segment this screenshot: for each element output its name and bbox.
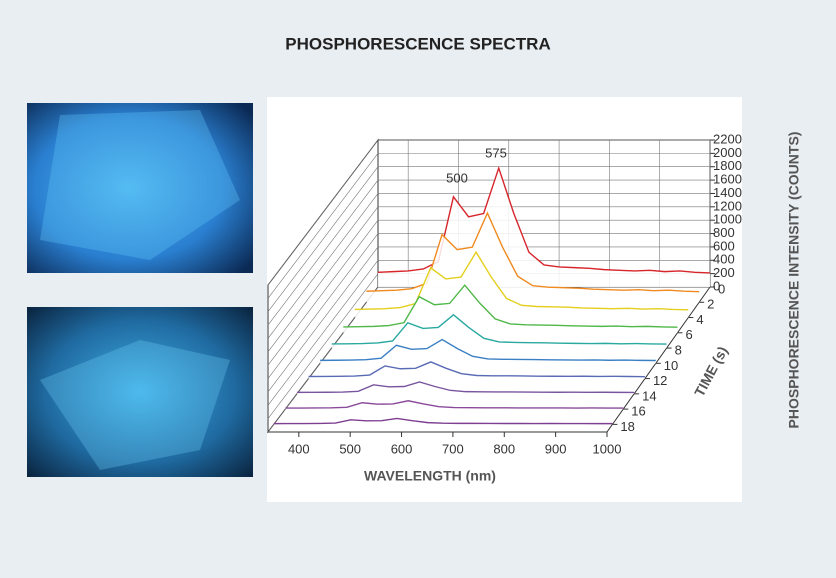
grid-line (267, 153, 379, 299)
y-tick-label: 1400 (713, 185, 742, 200)
z-tick-label: 16 (631, 404, 645, 419)
y-tick-label: 0 (713, 278, 720, 293)
spectrum-line (308, 361, 645, 378)
spectrum-fill (320, 339, 656, 364)
z-tick-label: 2 (707, 297, 714, 312)
y-tick-label: 1200 (713, 198, 742, 213)
y-tick-label: 800 (713, 225, 735, 240)
photo-facet (40, 340, 230, 470)
y-tick-label: 1800 (713, 158, 742, 173)
z-tick-label: 10 (664, 358, 678, 373)
y-tick-label: 200 (713, 265, 735, 280)
spectrum-line (354, 250, 689, 311)
spectrum-fill (331, 314, 667, 349)
grid-line (267, 273, 379, 419)
grid-line (267, 139, 379, 286)
y-tick-label: 400 (713, 252, 735, 267)
spectrum-line (285, 400, 624, 409)
y-axis-label: PHOSPHORESCENCE INTENSITY (COUNTS) (786, 132, 802, 429)
title: PHOSPHORESCENCE SPECTRA (285, 34, 550, 53)
spectrum-fill (354, 252, 689, 318)
grid-line (267, 260, 379, 406)
grid-line (267, 233, 379, 379)
grid-line (267, 246, 379, 393)
grid-line (267, 206, 379, 352)
y-tick-label: 2200 (713, 131, 742, 146)
photo (27, 307, 253, 477)
z-tick-label: 14 (642, 388, 656, 403)
z-tick-label: 6 (685, 327, 692, 342)
photo (27, 103, 253, 273)
spectrum-line (331, 313, 667, 345)
spectrum-fill (285, 400, 624, 410)
y-tick-label: 1600 (713, 172, 742, 187)
x-axis-label: WAVELENGTH (nm) (364, 468, 496, 484)
x-tick-label: 1000 (593, 441, 622, 456)
spectrum-fill (296, 381, 635, 394)
z-tick-label: 0 (718, 281, 725, 296)
x-tick-label: 900 (545, 441, 567, 456)
spectrum-line (273, 417, 613, 425)
spectrum-fill (343, 285, 678, 333)
z-tick-label: 4 (696, 312, 703, 327)
y-tick-label: 600 (713, 238, 735, 253)
spectrum-fill (308, 361, 645, 379)
y-tick-label: 2000 (713, 145, 742, 160)
annotation: 500 (446, 170, 468, 185)
x-tick-label: 800 (493, 441, 515, 456)
z-tick-label: 8 (675, 342, 682, 357)
spectrum-line (296, 381, 635, 394)
z-tick-label: 18 (620, 419, 634, 434)
plot: 0200400600800100012001400160018002000220… (266, 131, 742, 456)
spectrum-fill (273, 418, 613, 425)
spectrum-line (366, 211, 700, 293)
spectrum-line (320, 338, 656, 362)
x-tick-label: 400 (288, 441, 310, 456)
spectrum-line (343, 284, 678, 328)
x-tick-label: 600 (391, 441, 413, 456)
y-tick-label: 1000 (713, 212, 742, 227)
x-tick-label: 500 (339, 441, 361, 456)
z-tick-label: 12 (653, 373, 667, 388)
grid-line (267, 220, 379, 366)
x-tick-label: 700 (442, 441, 464, 456)
annotation: 575 (485, 145, 507, 160)
grid-line (267, 179, 379, 326)
grid-line (267, 193, 379, 339)
photo-facet (40, 110, 240, 260)
grid-line (267, 166, 379, 312)
